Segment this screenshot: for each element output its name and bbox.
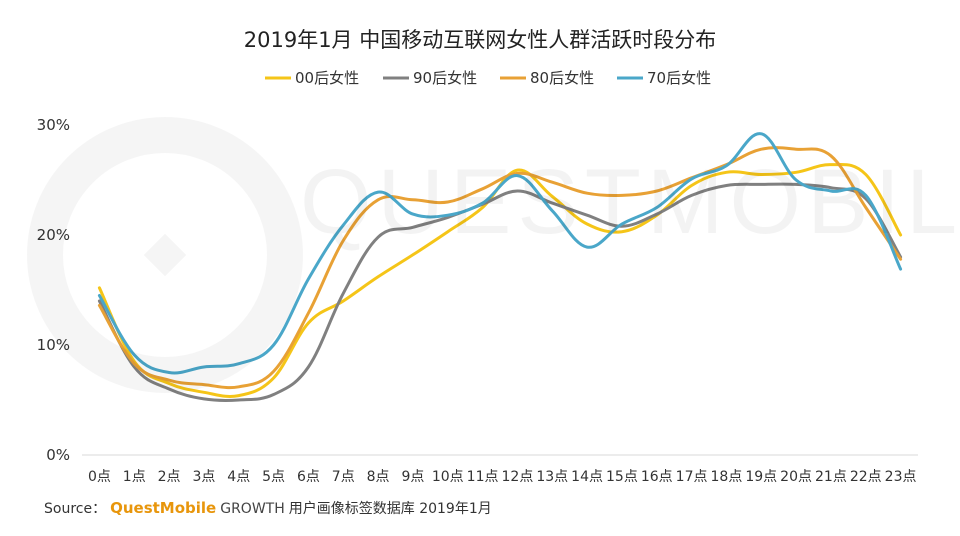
x-tick-label: 2点 — [158, 469, 181, 485]
source-growth: GROWTH — [220, 501, 285, 517]
series-line-2 — [97, 146, 903, 390]
x-tick-label: 18点 — [711, 469, 743, 485]
y-tick-label: 0% — [46, 446, 70, 464]
x-tick-label: 17点 — [676, 469, 708, 485]
x-tick-label: 5点 — [262, 469, 285, 485]
source-prefix: Source： — [44, 501, 107, 517]
x-tick-label: 14点 — [571, 469, 603, 485]
x-tick-label: 3点 — [192, 469, 215, 485]
x-tick-label: 21点 — [815, 469, 847, 485]
y-tick-label: 10% — [37, 336, 70, 354]
x-tick-label: 12点 — [502, 469, 534, 485]
x-tick-label: 6点 — [297, 469, 320, 485]
x-tick-label: 11点 — [467, 469, 499, 485]
x-axis: 0点 1点 2点 3点 4点 5点 6点 7点 8点 9点 10点 11点 12点 13点 14点 15点 16… — [88, 469, 917, 485]
x-tick-label: 7点 — [332, 469, 355, 485]
y-tick-label: 20% — [37, 226, 70, 244]
x-tick-label: 4点 — [227, 469, 250, 485]
series-lines — [97, 132, 903, 403]
series-line-3 — [97, 132, 903, 375]
x-tick-label: 15点 — [606, 469, 638, 485]
legend: 00后女性 90后女性 80后女性 70后女性 — [265, 69, 711, 87]
x-tick-label: 8点 — [367, 469, 390, 485]
x-tick-label: 22点 — [850, 469, 882, 485]
legend-label: 90后女性 — [413, 69, 477, 87]
x-tick-label: 19点 — [745, 469, 777, 485]
legend-label: 00后女性 — [295, 69, 359, 87]
x-tick-label: 13点 — [536, 469, 568, 485]
source-line: Source： QuestMobile GROWTH 用户画像标签数据库 201… — [44, 498, 492, 520]
x-tick-label: 9点 — [401, 469, 424, 485]
y-axis: 0% 10% 20% 30% — [37, 116, 70, 464]
source-rest: 用户画像标签数据库 2019年1月 — [288, 501, 492, 517]
chart-title: 2019年1月 中国移动互联网女性人群活跃时段分布 — [244, 28, 716, 52]
x-tick-label: 10点 — [432, 469, 464, 485]
source-brand: QuestMobile — [110, 499, 217, 517]
x-tick-label: 16点 — [641, 469, 673, 485]
series-line-0 — [97, 163, 903, 398]
series-line-1 — [97, 182, 903, 403]
y-tick-label: 30% — [37, 116, 70, 134]
x-tick-label: 20点 — [780, 469, 812, 485]
legend-label: 70后女性 — [647, 69, 711, 87]
x-tick-label: 1点 — [123, 469, 146, 485]
x-tick-label: 0点 — [88, 469, 111, 485]
x-tick-label: 23点 — [885, 469, 917, 485]
legend-label: 80后女性 — [530, 69, 594, 87]
